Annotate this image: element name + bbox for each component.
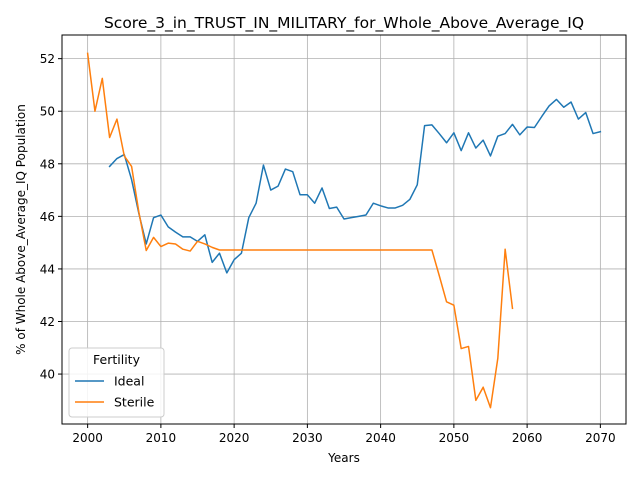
series-line-sterile — [86, 52, 514, 409]
y-tick-label: 52 — [40, 52, 55, 66]
x-tick-label: 2070 — [585, 431, 616, 445]
y-axis-label: % of Whole Above_Average_IQ Population — [14, 104, 28, 355]
legend: Fertility Ideal Sterile — [68, 347, 165, 418]
x-tick-label: 2040 — [365, 431, 396, 445]
x-tick-label: 2060 — [512, 431, 543, 445]
legend-label-sterile: Sterile — [114, 395, 155, 410]
x-tick-label: 2050 — [439, 431, 470, 445]
legend-box — [68, 347, 165, 418]
y-tick-label: 46 — [40, 210, 55, 224]
x-tick-label: 2010 — [146, 431, 177, 445]
axis-ticks: 2000 2010 2020 2030 2040 2050 2060 2070 40 42 44 46… — [40, 52, 616, 445]
x-axis-label: Years — [327, 451, 360, 465]
y-tick-label: 44 — [40, 262, 55, 276]
chart-title: Score_3_in_TRUST_IN_MILITARY_for_Whole_A… — [104, 14, 584, 33]
series-line-ideal — [108, 98, 602, 274]
plot-frame — [61, 34, 627, 425]
x-tick-label: 2030 — [292, 431, 323, 445]
series-lines — [86, 52, 602, 409]
y-tick-label: 50 — [40, 105, 55, 119]
x-tick-label: 2000 — [72, 431, 103, 445]
legend-title: Fertility — [93, 352, 141, 367]
y-tick-label: 42 — [40, 315, 55, 329]
x-tick-label: 2020 — [219, 431, 250, 445]
y-tick-label: 48 — [40, 157, 55, 171]
legend-label-ideal: Ideal — [114, 374, 144, 389]
y-tick-label: 40 — [40, 368, 55, 382]
